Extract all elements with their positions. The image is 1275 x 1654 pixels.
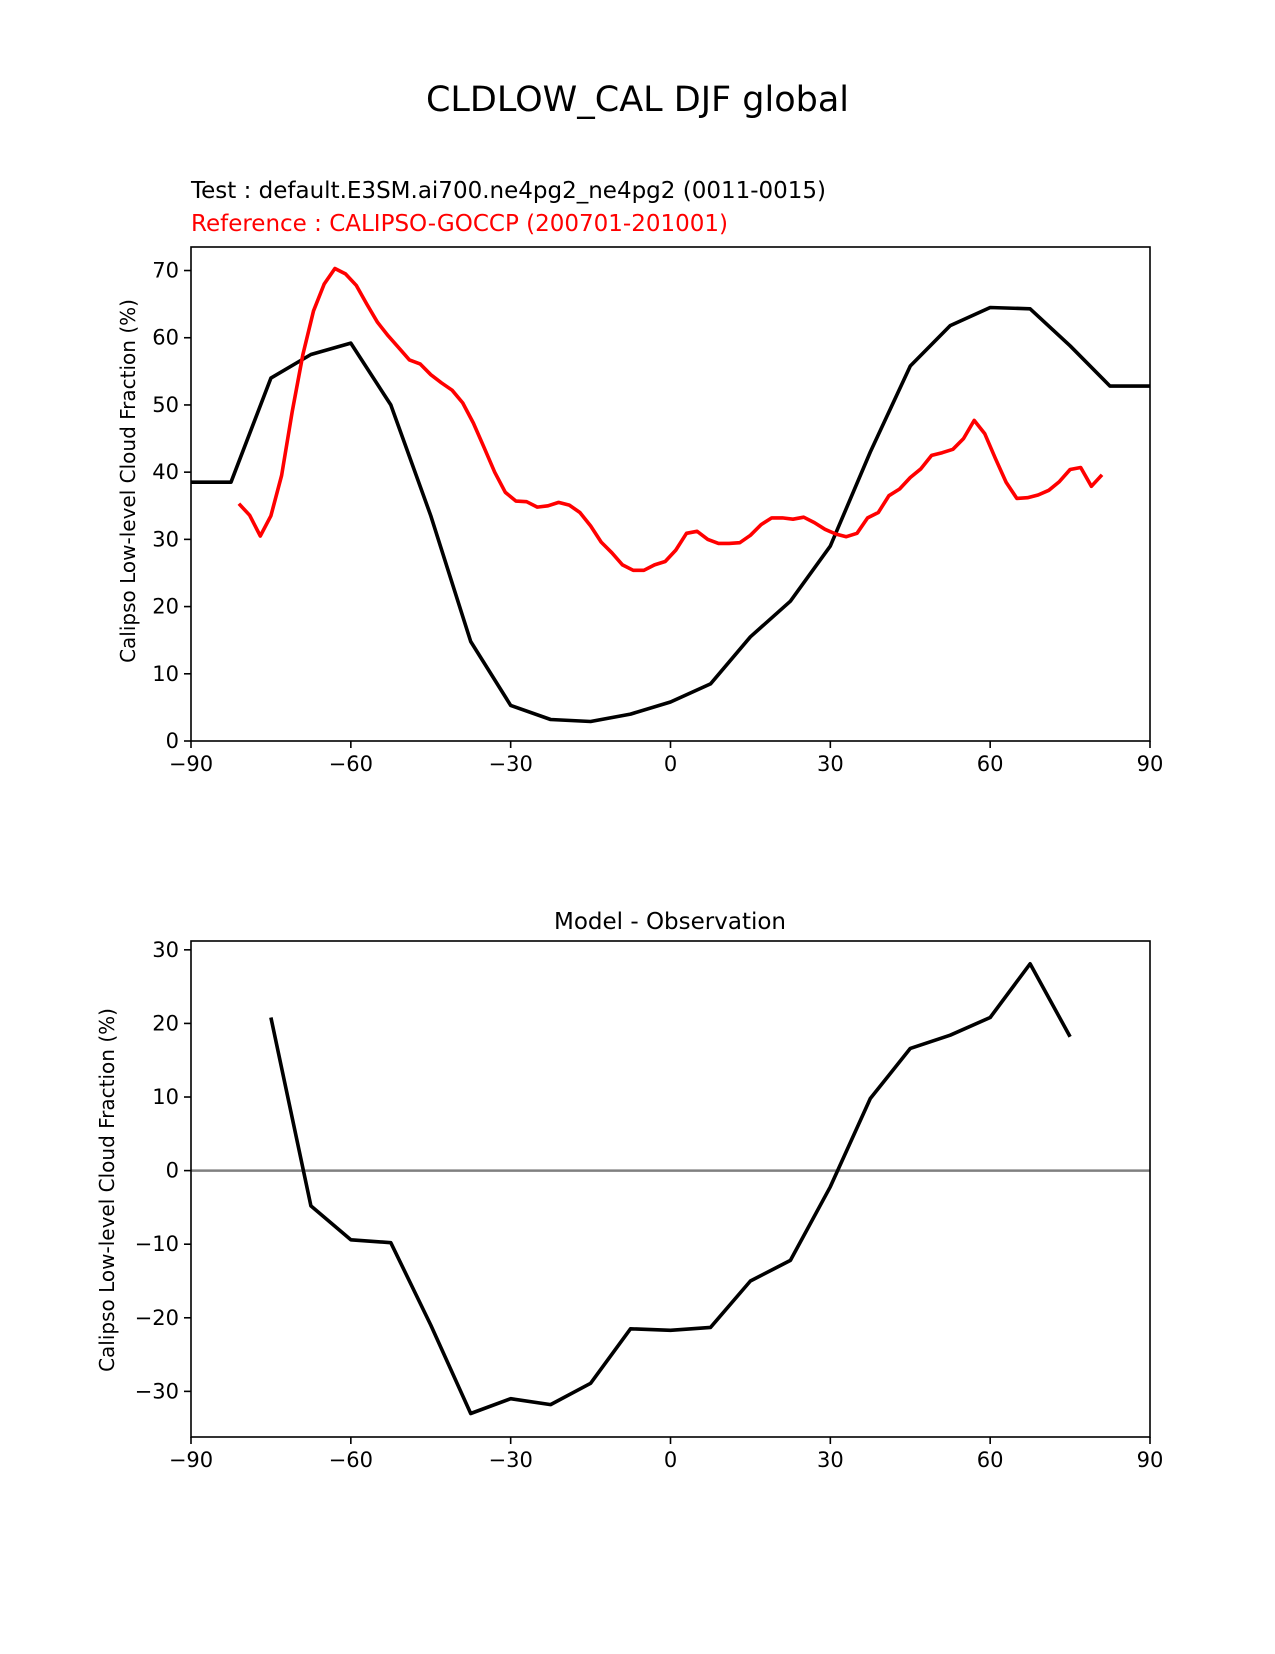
- top-x-tick-label: −60: [329, 752, 373, 776]
- bottom-y-tick-label: −10: [135, 1232, 179, 1256]
- bottom-chart: −90 −60 −30 0 30 60 90 −30 −20 −10 0 10 20 30: [135, 938, 1164, 1472]
- top-axes-frame: [190, 246, 1151, 742]
- legend-test-label: Test : default.E3SM.ai700.ne4pg2_ne4pg2 …: [190, 178, 826, 204]
- figure-title: CLDLOW_CAL DJF global: [426, 80, 849, 120]
- top-y-tick-label: 50: [152, 393, 179, 417]
- bottom-x-tick-label: −90: [169, 1448, 213, 1472]
- bottom-x-tick-label: 90: [1137, 1448, 1164, 1472]
- bottom-series-model-observation-line: [269, 961, 1072, 1416]
- bottom-y-tick-label: 0: [166, 1159, 179, 1183]
- top-x-tick-label: 60: [977, 752, 1004, 776]
- bottom-x-tick-label: −30: [489, 1448, 533, 1472]
- top-y-tick-label: 30: [152, 527, 179, 551]
- top-x-tick-label: 90: [1137, 752, 1164, 776]
- bottom-y-tick-label: −30: [135, 1379, 179, 1403]
- bottom-y-axis-label: Calipso Low-level Cloud Fraction (%): [95, 1008, 119, 1372]
- bottom-y-tick-label: 10: [152, 1085, 179, 1109]
- top-y-tick-label: 10: [152, 662, 179, 686]
- bottom-y-tick-label: 20: [152, 1011, 179, 1035]
- top-x-tick-label: −90: [169, 752, 213, 776]
- top-x-tick-label: 30: [817, 752, 844, 776]
- top-y-tick-label: 70: [152, 259, 179, 283]
- top-y-tick-label: 20: [152, 595, 179, 619]
- bottom-x-tick-label: −60: [329, 1448, 373, 1472]
- bottom-axes-frame: [190, 940, 1151, 1438]
- bottom-panel-title: Model - Observation: [554, 909, 786, 935]
- legend-reference-label: Reference : CALIPSO-GOCCP (200701-201001…: [191, 211, 728, 237]
- top-y-tick-label: 0: [166, 729, 179, 753]
- top-y-axis-label: Calipso Low-level Cloud Fraction (%): [116, 299, 140, 663]
- bottom-x-tick-label: 30: [817, 1448, 844, 1472]
- bottom-y-tick-label: 30: [152, 938, 179, 962]
- top-x-tick-label: −30: [489, 752, 533, 776]
- bottom-y-tick-label: −20: [135, 1306, 179, 1330]
- top-x-tick-label: 0: [664, 752, 677, 776]
- top-y-tick-label: 60: [152, 326, 179, 350]
- bottom-x-tick-label: 0: [664, 1448, 677, 1472]
- top-series-reference-line: [237, 266, 1104, 573]
- top-series-test-line: [191, 305, 1150, 724]
- top-y-tick-label: 40: [152, 460, 179, 484]
- top-chart: −90 −60 −30 0 30 60 90 0 10 20 30 40 50 60 70: [152, 246, 1164, 776]
- bottom-x-tick-label: 60: [977, 1448, 1004, 1472]
